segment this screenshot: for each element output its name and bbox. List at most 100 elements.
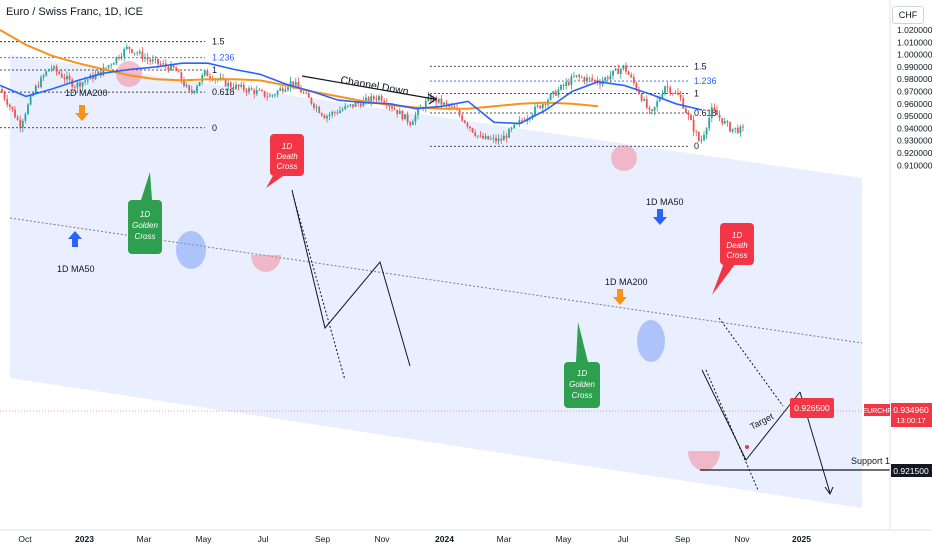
candle-body [248, 88, 250, 93]
candle-body [297, 81, 300, 88]
candle-body [445, 102, 448, 105]
candle-body [284, 89, 287, 92]
candle-body [21, 120, 24, 128]
candle-body [630, 74, 633, 78]
candle-body [271, 95, 274, 96]
candle-body [68, 75, 71, 80]
svg-text:Golden: Golden [132, 221, 158, 230]
candle-body [606, 77, 609, 80]
candle-body [684, 108, 687, 113]
time-tick-label: 2024 [435, 534, 454, 544]
golden-cross-callout-2: 1D Golden Cross [564, 322, 600, 408]
bottom-highlight-right [637, 320, 665, 362]
candle-body [453, 106, 456, 109]
price-axis: 1.020000 1.010000 1.000000 0.990000 0.980000… [897, 25, 932, 170]
candle-body [661, 94, 664, 98]
candle-body [180, 72, 183, 81]
candle-body [318, 107, 321, 114]
time-tick-label: Sep [675, 534, 690, 544]
candle-body [146, 57, 149, 60]
candle-body [664, 86, 666, 95]
ma200-label-right: 1D MA200 [605, 277, 648, 287]
candle-body [86, 79, 89, 81]
candle-body [115, 57, 118, 64]
candle-body [544, 103, 547, 105]
candle-body [466, 122, 469, 127]
candle-body [110, 64, 113, 66]
ma50-label-left: 1D MA50 [57, 264, 95, 274]
candle-body [599, 82, 601, 85]
golden-cross-callout-1: 1D Golden Cross [128, 172, 162, 254]
candle-body [435, 97, 438, 103]
candle-body [729, 122, 731, 132]
candle-body [60, 74, 63, 78]
candle-body [151, 59, 154, 62]
candle-body [310, 97, 313, 104]
candle-body [222, 77, 224, 79]
candle-body [336, 112, 339, 114]
candle-body [177, 71, 180, 73]
svg-text:1D: 1D [140, 210, 150, 219]
candle-body [710, 107, 713, 118]
price-tick-label: 0.950000 [897, 111, 932, 121]
candle-body [671, 93, 674, 95]
candle-body [614, 68, 617, 71]
fib-level-label: 0.618 [212, 87, 235, 97]
candle-body [383, 100, 386, 104]
svg-text:0.921500: 0.921500 [893, 466, 929, 476]
candle-body [580, 76, 583, 78]
time-tick-label: May [195, 534, 212, 544]
svg-text:1D: 1D [282, 142, 292, 151]
candle-body [198, 81, 201, 87]
fib-level-label: 0 [694, 141, 699, 151]
candle-body [227, 82, 230, 87]
time-tick-label: May [555, 534, 572, 544]
candle-body [73, 86, 76, 88]
candle-body [346, 105, 349, 107]
candle-body [484, 135, 487, 139]
time-axis: Oct 2023 Mar May Jul Sep Nov 2024 Mar May Jul Sep No… [18, 534, 811, 544]
candle-body [414, 115, 417, 122]
fib-level-label: 1 [694, 88, 699, 98]
candle-body [162, 63, 165, 65]
candle-body [424, 100, 427, 109]
candle-body [131, 49, 133, 53]
candle-body [276, 90, 279, 95]
ma200-label-left: 1D MA200 [65, 88, 108, 98]
candle-body [471, 128, 474, 133]
candle-body [55, 66, 58, 72]
candle-body [53, 66, 55, 69]
candle-body [575, 75, 578, 77]
candle-body [84, 80, 87, 83]
candle-body [27, 104, 29, 115]
svg-text:0.934960: 0.934960 [893, 405, 929, 415]
channel-down-label: Channel Down [339, 74, 409, 98]
candle-body [622, 65, 625, 70]
svg-text:Cross: Cross [727, 251, 748, 260]
candle-body [656, 101, 659, 107]
candle-body [66, 75, 68, 80]
candle-body [128, 46, 131, 50]
candle-body [263, 90, 266, 97]
bottom-arc-right [688, 451, 720, 471]
candle-body [102, 67, 105, 76]
price-tick-label: 1.010000 [897, 37, 932, 47]
candle-body [648, 107, 651, 110]
candle-body [339, 110, 341, 114]
candle-body [573, 76, 575, 78]
candle-body [703, 134, 705, 140]
candle-body [367, 97, 370, 103]
candle-body [591, 78, 594, 81]
candle-body [692, 119, 695, 132]
channel-midline [9, 217, 863, 344]
candle-body [378, 96, 380, 101]
candle-body [604, 77, 607, 81]
candle-body [372, 96, 375, 100]
currency-button[interactable]: CHF [892, 6, 924, 24]
candle-body [492, 137, 495, 139]
candle-body [154, 58, 157, 60]
candle-body [245, 89, 248, 93]
candle-body [14, 109, 16, 118]
candle-body [458, 110, 461, 116]
